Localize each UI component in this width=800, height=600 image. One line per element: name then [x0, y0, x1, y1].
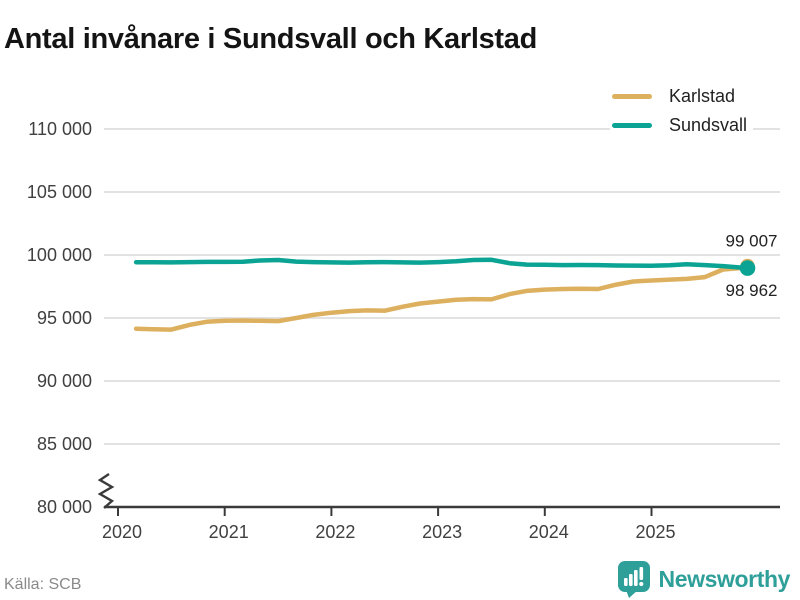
- legend-swatch-karlstad: [612, 94, 652, 99]
- end-value-label-karlstad: 99 007: [726, 232, 778, 251]
- x-axis-tick-label: 2021: [209, 522, 249, 542]
- x-axis-tick-label: 2024: [529, 522, 569, 542]
- page-title: Antal invånare i Sundsvall och Karlstad: [4, 23, 538, 56]
- newsworthy-branding-link[interactable]: Newsworthy: [617, 560, 790, 598]
- legend-item-sundsvall: Sundsvall: [612, 111, 747, 140]
- y-axis-tick-label: 80 000: [37, 497, 92, 517]
- branding-wordmark: Newsworthy: [658, 565, 791, 592]
- legend-label: Sundsvall: [669, 115, 748, 135]
- end-point-marker-sundsvall: [739, 260, 756, 276]
- newsworthy-chart-bubble-icon: [617, 561, 650, 598]
- y-axis-tick-label: 95 000: [37, 308, 92, 328]
- x-axis-tick-label: 2023: [422, 522, 462, 542]
- y-axis-tick-label: 85 000: [37, 434, 92, 454]
- y-axis-tick-label: 110 000: [28, 119, 92, 139]
- y-axis-tick-label: 90 000: [37, 371, 92, 391]
- end-value-label-sundsvall: 98 962: [726, 281, 778, 300]
- x-axis-tick-label: 2020: [102, 522, 142, 542]
- y-axis-break-icon: [97, 473, 115, 509]
- legend-label: Karlstad: [669, 86, 736, 106]
- legend-item-karlstad: Karlstad: [612, 82, 747, 111]
- chart-legend: Karlstad Sundsvall: [610, 82, 754, 142]
- y-axis-tick-label: 105 000: [27, 182, 92, 202]
- legend-swatch-sundsvall: [612, 123, 652, 128]
- series-line-karlstad: [133, 265, 750, 332]
- x-axis-tick-label: 2025: [635, 522, 675, 542]
- series-line-sundsvall: [133, 257, 750, 271]
- y-axis-tick-label: 100 000: [27, 245, 92, 265]
- x-axis-tick-label: 2022: [315, 522, 355, 542]
- source-note: Källa: SCB: [4, 576, 82, 593]
